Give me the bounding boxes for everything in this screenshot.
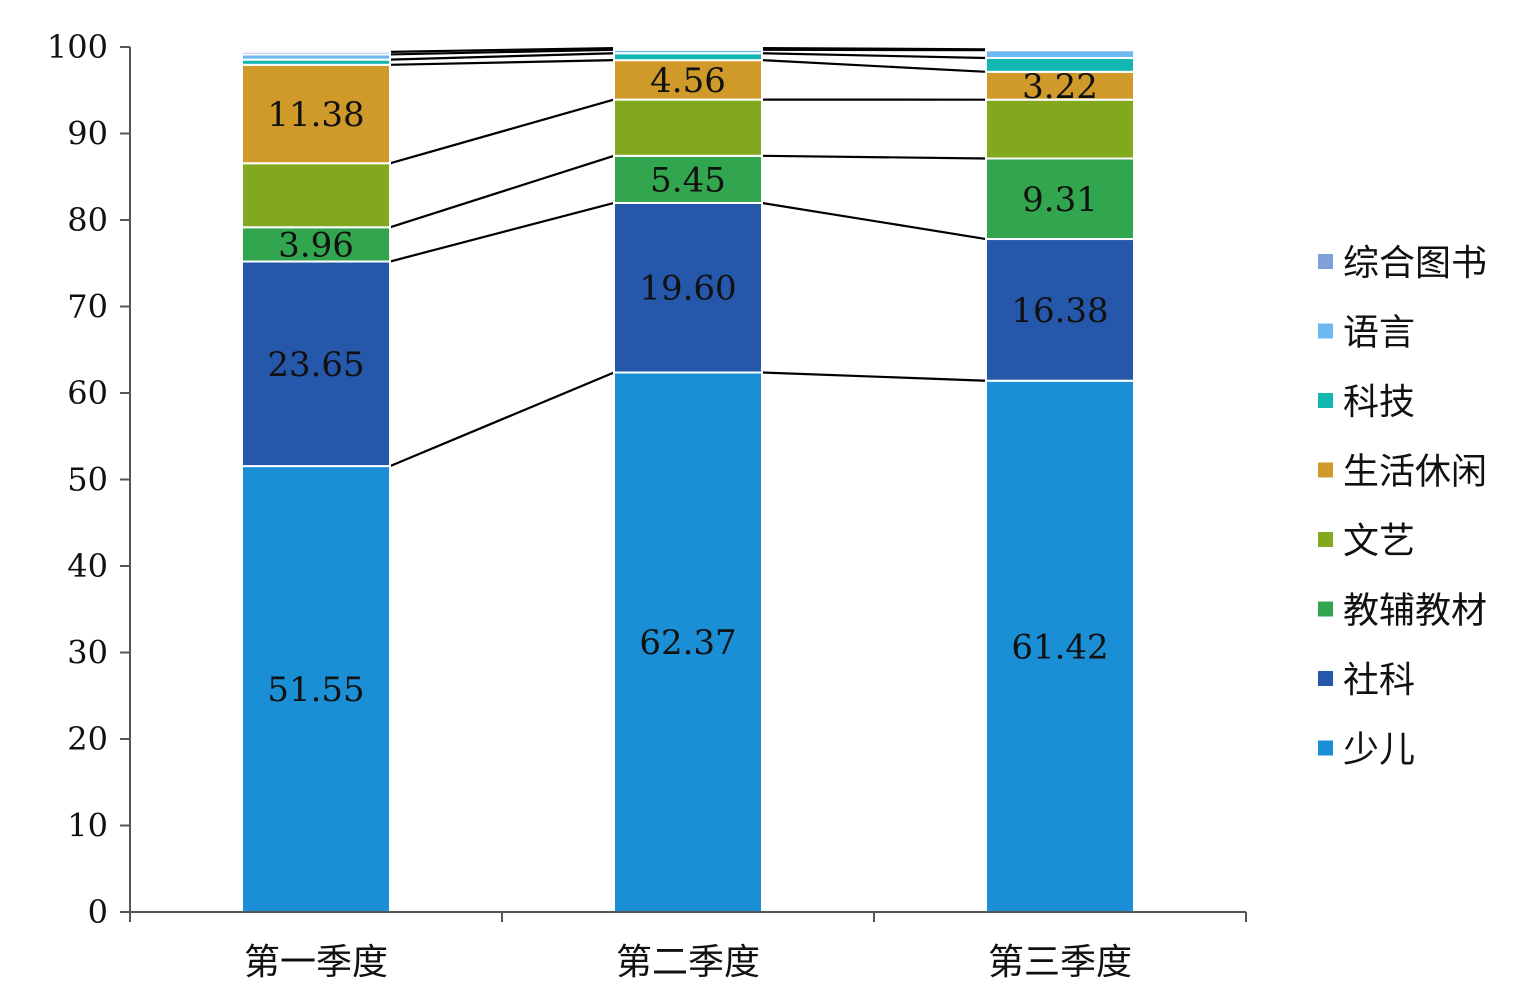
- data-label: 9.31: [1022, 180, 1098, 220]
- bar-segment: [241, 63, 391, 165]
- x-tick-label: 第一季度: [244, 942, 388, 983]
- data-label: 61.42: [1011, 627, 1108, 667]
- x-tick-label: 第三季度: [988, 942, 1132, 983]
- series-line: [761, 46, 987, 51]
- bar-segment: [613, 52, 763, 62]
- legend-label: 科技: [1343, 382, 1415, 423]
- bar-segment: [241, 260, 391, 468]
- legend-swatch: [1318, 254, 1333, 269]
- y-tick-label: 70: [67, 288, 108, 326]
- data-labels-layer: 51.55 62.37 61.42 23.65 19.60 16.38 3.96 5.45 9.…: [267, 61, 1108, 710]
- legend-swatch: [1318, 740, 1333, 756]
- bar-segment: [241, 465, 391, 913]
- series-lines-layer: [389, 46, 987, 468]
- series-line: [761, 154, 987, 160]
- y-tick-label: 10: [67, 807, 108, 845]
- series-line: [389, 371, 615, 468]
- data-label: 51.55: [267, 670, 364, 710]
- data-label: 3.96: [278, 225, 354, 265]
- legend-label: 教辅教材: [1343, 591, 1487, 632]
- axes-layer: 0 10 20 30 40 50 60 70 80 90 100 第一季度 第二季度 第三季度: [47, 28, 1247, 983]
- y-tick-label: 20: [67, 720, 108, 758]
- y-tick-label: 0: [88, 893, 108, 931]
- legend-swatch: [1318, 601, 1333, 617]
- legend-swatch: [1318, 323, 1333, 339]
- y-tick-label: 40: [67, 547, 108, 585]
- y-tick-label: 100: [47, 28, 108, 66]
- bar-segment: [613, 47, 763, 51]
- data-label: 23.65: [267, 345, 364, 385]
- legend-label: 文艺: [1343, 521, 1415, 562]
- legend-swatch: [1318, 393, 1333, 408]
- bar-segment: [613, 59, 763, 101]
- series-line: [389, 46, 615, 53]
- bar-segment: [985, 157, 1135, 241]
- y-tick-label: 80: [67, 201, 108, 239]
- series-line: [389, 52, 615, 61]
- y-tick-label: 60: [67, 374, 108, 412]
- bar-segment: [613, 154, 763, 204]
- series-line: [389, 201, 615, 263]
- data-label: 16.38: [1011, 291, 1108, 331]
- series-line: [761, 52, 987, 60]
- legend-swatch: [1318, 671, 1333, 686]
- legend-swatch: [1318, 462, 1333, 478]
- series-line: [761, 59, 987, 73]
- bar-segment: [613, 98, 763, 157]
- data-label: 3.22: [1022, 67, 1098, 107]
- x-tick-label: 第二季度: [616, 942, 760, 983]
- y-tick-label: 90: [67, 115, 108, 153]
- bar-segment: [985, 70, 1135, 101]
- data-label: 19.60: [639, 269, 736, 309]
- y-tick-label: 50: [67, 461, 108, 499]
- bar-segment: [985, 238, 1135, 382]
- data-label: 11.38: [267, 95, 364, 135]
- legend-label: 社科: [1343, 660, 1415, 701]
- bar-segment: [985, 48, 1135, 52]
- bar-segment: [613, 201, 763, 374]
- series-line: [761, 201, 987, 241]
- data-label: 62.37: [639, 623, 736, 663]
- bar-segment: [985, 98, 1135, 160]
- y-tick-label: 30: [67, 634, 108, 672]
- series-line: [389, 98, 615, 165]
- legend-label: 语言: [1343, 313, 1415, 354]
- bar-segment: [985, 49, 1135, 59]
- bars-layer: [241, 47, 1135, 914]
- bar-segment: [241, 50, 391, 56]
- bar-segment: [241, 162, 391, 229]
- series-line: [389, 48, 615, 56]
- legend-swatch: [1318, 532, 1333, 547]
- series-line: [389, 154, 615, 229]
- series-line: [761, 371, 987, 382]
- legend-label: 综合图书: [1343, 243, 1487, 284]
- legend-label: 少儿: [1343, 730, 1415, 771]
- data-label: 4.56: [650, 61, 726, 101]
- data-label: 5.45: [650, 160, 726, 200]
- series-line: [389, 59, 615, 66]
- legend-label: 生活休闲: [1343, 452, 1487, 493]
